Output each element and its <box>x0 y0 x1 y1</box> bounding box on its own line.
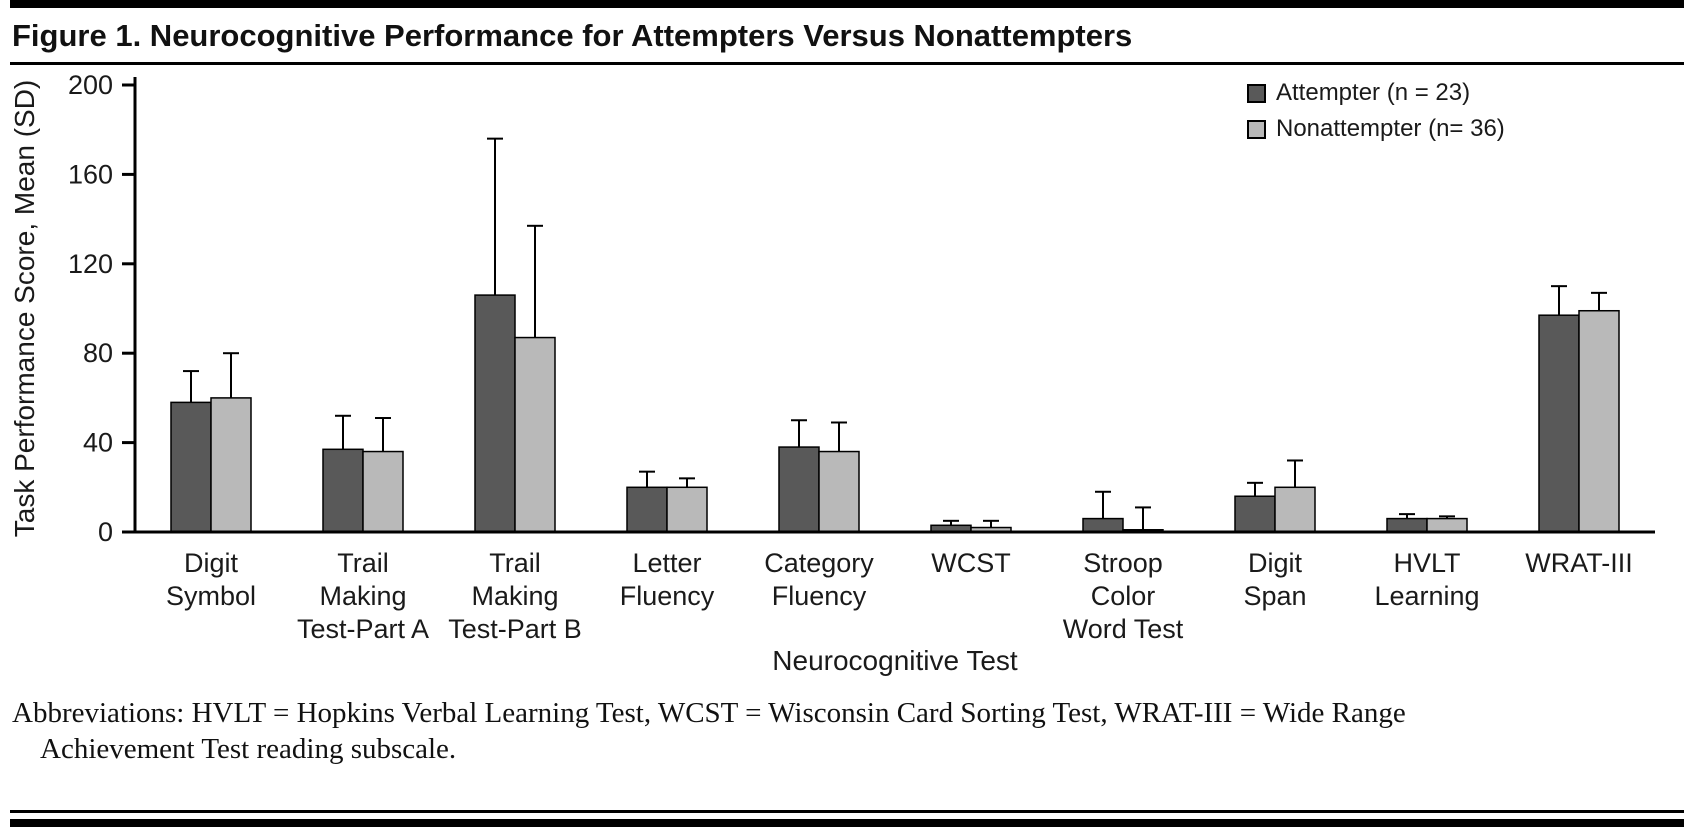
y-tick-label: 80 <box>83 338 113 368</box>
legend-item-nonattempter: Nonattempter (n= 36) <box>1247 115 1505 143</box>
bar-nonattempter-3 <box>666 486 708 533</box>
chart-svg: 0 40 80 120 160 200 Digit Symbol Trail Making Test… <box>9 70 1655 676</box>
bar-attempter-1 <box>322 448 364 533</box>
bottom-rule-thin <box>10 810 1684 813</box>
legend-label-nonattempter: Nonattempter (n= 36) <box>1276 115 1505 142</box>
bar-nonattempter-0 <box>210 397 252 533</box>
bar-attempter-4 <box>778 446 820 533</box>
abbreviations-line1: Abbreviations: HVLT = Hopkins Verbal Lea… <box>12 697 1406 729</box>
y-tick-label: 200 <box>68 70 113 100</box>
x-category-label: Category Fluency <box>764 548 874 611</box>
title-rule <box>10 62 1684 65</box>
bar-attempter-6 <box>1082 517 1124 533</box>
legend-label-attempter: Attempter (n = 23) <box>1276 79 1471 106</box>
x-category-label: HVLT Learning <box>1374 548 1479 611</box>
bar-nonattempter-4 <box>818 450 860 533</box>
x-category-label: Stroop Color Word Test <box>1063 548 1184 644</box>
chart-area: 0 40 80 120 160 200 Digit Symbol Trail Making Test… <box>0 67 1694 689</box>
bar-attempter-8 <box>1386 517 1428 533</box>
x-category-label: WRAT-III <box>1525 548 1633 578</box>
figure-title: Figure 1. Neurocognitive Performance for… <box>12 18 1133 53</box>
bar-attempter-2 <box>474 294 516 533</box>
bar-nonattempter-1 <box>362 450 404 533</box>
y-axis-title: Task Performance Score, Mean (SD) <box>9 80 40 538</box>
top-rule <box>10 0 1684 8</box>
bottom-rules <box>0 810 1694 827</box>
bar-nonattempter-7 <box>1274 486 1316 533</box>
abbreviations-note: Abbreviations: HVLT = Hopkins Verbal Lea… <box>12 695 1684 768</box>
y-tick-label: 40 <box>83 428 113 458</box>
y-tick-label: 0 <box>98 517 113 547</box>
y-tick-label: 160 <box>68 159 113 189</box>
x-category-label: Letter Fluency <box>620 548 715 611</box>
legend-swatch-attempter <box>1247 83 1266 103</box>
bar-attempter-9 <box>1538 314 1580 533</box>
bar-attempter-7 <box>1234 495 1276 533</box>
bar-nonattempter-9 <box>1578 309 1620 533</box>
x-category-label: Trail Making Test-Part B <box>448 548 582 644</box>
legend-item-attempter: Attempter (n = 23) <box>1247 79 1505 107</box>
x-category-label: WCST <box>931 548 1010 578</box>
bar-nonattempter-8 <box>1426 517 1468 533</box>
abbreviations-line2: Achievement Test reading subscale. <box>40 733 457 766</box>
bar-attempter-3 <box>626 486 668 533</box>
legend: Attempter (n = 23) Nonattempter (n= 36) <box>1247 79 1505 143</box>
y-tick-label: 120 <box>68 249 113 279</box>
legend-swatch-nonattempter <box>1247 119 1266 139</box>
x-category-label: Digit Span <box>1243 548 1306 611</box>
bottom-rule-thick <box>10 819 1684 827</box>
x-category-label: Digit Symbol <box>166 548 256 611</box>
x-axis-title: Neurocognitive Test <box>772 645 1018 676</box>
bar-attempter-0 <box>170 401 212 533</box>
x-category-label: Trail Making Test-Part A <box>297 548 429 644</box>
bar-nonattempter-2 <box>514 336 556 533</box>
